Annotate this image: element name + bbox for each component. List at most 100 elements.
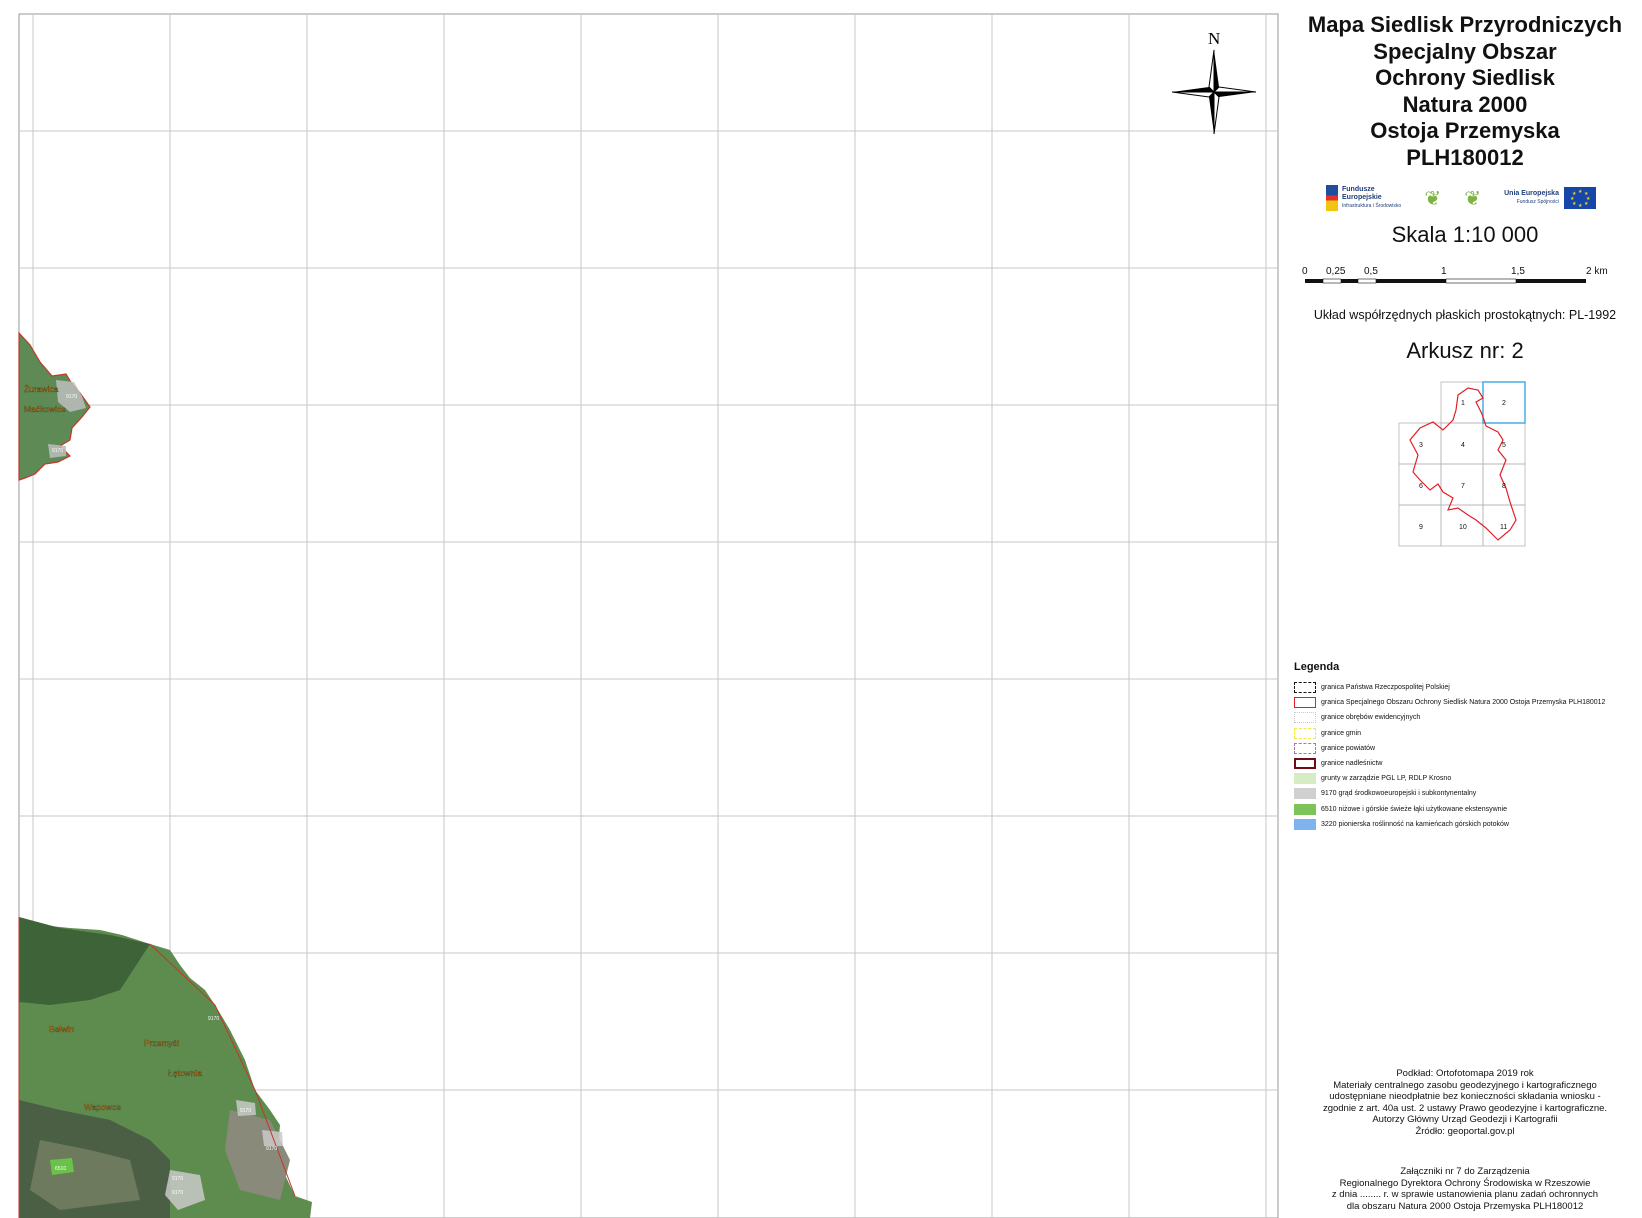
legend-swatch <box>1294 712 1316 724</box>
sheet-index-number: 9 <box>1419 524 1423 531</box>
legend-title: Legenda <box>1294 661 1340 673</box>
logo-text: Europejskie <box>1342 194 1382 201</box>
place-label-mackowice: Maćkowice <box>24 404 66 414</box>
place-label-zurawica: Żurawica <box>24 384 59 394</box>
scale-label: Skala 1:10 000 <box>1391 222 1539 247</box>
sheet-index-map: 1 2 3 4 5 6 7 8 9 10 11 <box>1398 381 1526 547</box>
title-line: PLH180012 <box>1406 144 1524 170</box>
habitat-label: 9170 <box>172 1190 183 1196</box>
sheet-index-number: 8 <box>1502 483 1506 490</box>
legend-item: granice nadleśnictw <box>1294 756 1642 771</box>
coordinate-grid <box>19 14 1278 1218</box>
legend-swatch <box>1294 818 1316 830</box>
sheet-index-number: 2 <box>1502 400 1506 407</box>
title-line: Ochrony Siedlisk <box>1375 65 1555 90</box>
eu-flag-icon: ★ ★ ★ ★ ★ ★ ★ ★ <box>1563 187 1596 209</box>
legend-swatch <box>1294 742 1316 754</box>
legend-swatch <box>1294 758 1316 770</box>
title-line: Ostoja Przemyska <box>1370 118 1560 143</box>
legend-item: granice gmin <box>1294 726 1642 741</box>
sheet-index-number: 10 <box>1459 524 1467 531</box>
legend-swatch <box>1294 773 1316 785</box>
habitat-label: 9170 <box>240 1108 251 1114</box>
legend-swatch <box>1294 788 1316 800</box>
coordinate-system-label: Układ współrzędnych płaskich prostokątny… <box>1313 308 1617 322</box>
legend-label: granice gmin <box>1321 729 1362 737</box>
map-canvas[interactable]: Żurawica Maćkowice Bełwin Przemyśl Łętow… <box>0 0 1282 1218</box>
north-arrow: N <box>1171 29 1257 135</box>
sheet-index-number: 5 <box>1502 442 1506 449</box>
place-label-belwin: Bełwin <box>49 1024 74 1034</box>
legend-item: 6510 niżowe i górskie świeże łąki użytko… <box>1294 802 1642 817</box>
legend: granica Państwa Rzeczpospolitej Polskiej… <box>1294 680 1642 832</box>
legend-label: granice powiatów <box>1321 744 1376 752</box>
scale-tick-label: 1,5 <box>1511 266 1525 277</box>
legend-label: granica Specjalnego Obszaru Ochrony Sied… <box>1321 699 1606 707</box>
habitat-label: 9170 <box>172 1176 183 1182</box>
habitat-label: 9170 <box>266 1146 277 1152</box>
place-label-wapowce: Wapowce <box>84 1102 121 1112</box>
legend-item: granice powiatów <box>1294 741 1642 756</box>
habitat-label: 9170 <box>66 394 77 400</box>
credit-line: zgodnie z art. 40a ust. 2 ustawy Prawo g… <box>1322 1102 1608 1114</box>
sheet-index-number: 4 <box>1461 442 1465 449</box>
logo-text: Fundusze <box>1342 186 1375 193</box>
credit-line: udostępniane nieodpłatnie bez koniecznoś… <box>1329 1091 1601 1103</box>
map-border <box>18 13 1279 1218</box>
legend-item: grunty w zarządzie PGL LP, RDLP Krosno <box>1294 771 1642 786</box>
legend-label: 9170 grąd środkowoeuropejski i subkontyn… <box>1321 790 1477 798</box>
annex-line: Załączniki nr 7 do Zarządzenia <box>1400 1166 1530 1177</box>
legend-item: granica Specjalnego Obszaru Ochrony Sied… <box>1294 695 1642 710</box>
site-boundary-outline <box>1409 387 1517 541</box>
legend-item: granica Państwa Rzeczpospolitej Polskiej <box>1294 680 1642 695</box>
title-line: Natura 2000 <box>1402 91 1528 117</box>
legend-label: 3220 pionierska roślinność na kamieńcach… <box>1321 820 1509 828</box>
legend-label: grunty w zarządzie PGL LP, RDLP Krosno <box>1321 775 1452 783</box>
annex-line: Regionalnego Dyrektora Ochrony Środowisk… <box>1339 1177 1591 1189</box>
legend-item: 3220 pionierska roślinność na kamieńcach… <box>1294 817 1642 832</box>
sheet-index-highlight <box>1482 381 1526 424</box>
legend-label: granice nadleśnictw <box>1321 760 1383 768</box>
habitat-label: 6510 <box>55 1166 66 1172</box>
leaf-logo-icon: ❦ <box>1464 187 1481 210</box>
habitat-label: 9170 <box>52 448 63 454</box>
leaf-logo-icon: ❦ <box>1424 187 1442 210</box>
title-line: Specjalny Obszar <box>1373 38 1557 64</box>
annex-note: Załączniki nr 7 do Zarządzenia Regionaln… <box>1288 1166 1642 1212</box>
legend-swatch <box>1294 697 1316 709</box>
legend-item: 9170 grąd środkowoeuropejski i subkontyn… <box>1294 786 1642 801</box>
scale-tick-label: 2 km <box>1586 266 1608 277</box>
annex-line: z dnia ........ r. w sprawie ustanowieni… <box>1331 1189 1599 1201</box>
annex-line: dla obszaru Natura 2000 Ostoja Przemyska… <box>1346 1200 1584 1212</box>
legend-label: granice obrębów ewidencyjnych <box>1321 714 1421 722</box>
scale-bar: 0 0,25 0,5 1 1,5 2 km <box>1302 266 1608 284</box>
sheet-index-number: 6 <box>1419 483 1423 490</box>
sheet-index-number: 3 <box>1419 442 1423 449</box>
logo-text: Infrastruktura i Środowisko <box>1342 203 1402 209</box>
fundusze-europejskie-logo: Fundusze Europejskie Infrastruktura i Śr… <box>1326 185 1401 211</box>
map-title: Mapa Siedlisk Przyrodniczych Specjalny O… <box>1288 12 1642 171</box>
unia-europejska-logo: Unia Europejska Fundusz Spójności ★ ★ ★ ★ … <box>1504 187 1596 209</box>
sheet-index-number: 11 <box>1500 524 1507 531</box>
scale-tick-label: 0 <box>1302 266 1308 277</box>
orthophoto-patch-north <box>18 331 91 481</box>
place-label-przemysl: Przemyśl <box>144 1038 179 1048</box>
legend-item: granice obrębów ewidencyjnych <box>1294 710 1642 725</box>
logo-text: Fundusz Spójności <box>1516 199 1559 205</box>
credit-line: Podkład: Ortofotomapa 2019 rok <box>1396 1068 1534 1079</box>
title-line: Mapa Siedlisk Przyrodniczych <box>1307 12 1623 37</box>
legend-label: 6510 niżowe i górskie świeże łąki użytko… <box>1321 805 1507 813</box>
scale-tick-label: 0,25 <box>1326 266 1346 277</box>
map-info-panel: Mapa Siedlisk Przyrodniczych Specjalny O… <box>1288 0 1642 1218</box>
legend-swatch <box>1294 803 1316 815</box>
credit-line: Źródło: geoportal.gov.pl <box>1415 1125 1515 1137</box>
orthophoto-patch-south <box>18 917 312 1218</box>
legend-label: granica Państwa Rzeczpospolitej Polskiej <box>1321 684 1450 692</box>
sheet-index-number: 7 <box>1461 483 1465 490</box>
scale-tick-label: 1 <box>1441 266 1447 277</box>
sheet-index-number: 1 <box>1461 400 1465 407</box>
legend-swatch <box>1294 727 1316 739</box>
place-label-letownia: Łętownia <box>168 1068 202 1078</box>
credit-line: Materiały centralnego zasobu geodezyjneg… <box>1333 1079 1597 1091</box>
sheet-number: Arkusz nr: 2 <box>1406 338 1524 363</box>
